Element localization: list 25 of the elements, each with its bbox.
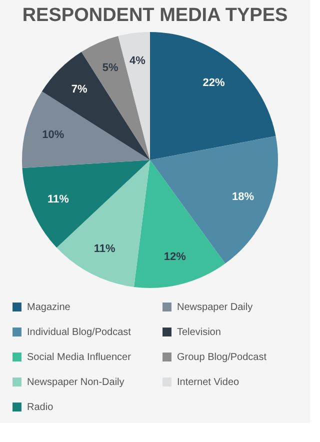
legend-label: Individual Blog/Podcast (27, 327, 132, 338)
data-label: 22% (202, 76, 225, 89)
data-label: 4% (130, 54, 146, 67)
legend-label: Magazine (27, 302, 71, 313)
pie-slice (42, 52, 150, 160)
legend-label: Internet Video (177, 377, 240, 388)
data-label: 11% (48, 194, 70, 206)
chart-title: RESPONDENT MEDIA TYPES (22, 5, 288, 26)
data-label: 5% (102, 62, 118, 74)
legend-label: Television (177, 327, 221, 338)
legend-label: Radio (27, 402, 54, 413)
pie-slice (134, 160, 226, 288)
pie-slice (22, 91, 150, 168)
data-label: 7% (71, 83, 88, 96)
legend-label: Group Blog/Podcast (177, 352, 267, 363)
data-label: 10% (42, 129, 64, 142)
data-label: 11% (94, 243, 116, 256)
legend-label: Newspaper Non-Daily (27, 377, 124, 388)
pie-slice (150, 136, 278, 264)
data-label: 12% (164, 250, 186, 263)
data-label: 18% (232, 190, 254, 203)
legend-label: Newspaper Daily (177, 302, 253, 313)
pie-slice (150, 32, 276, 160)
legend-label: Social Media Influencer (27, 352, 132, 363)
pie-slice (118, 32, 150, 160)
